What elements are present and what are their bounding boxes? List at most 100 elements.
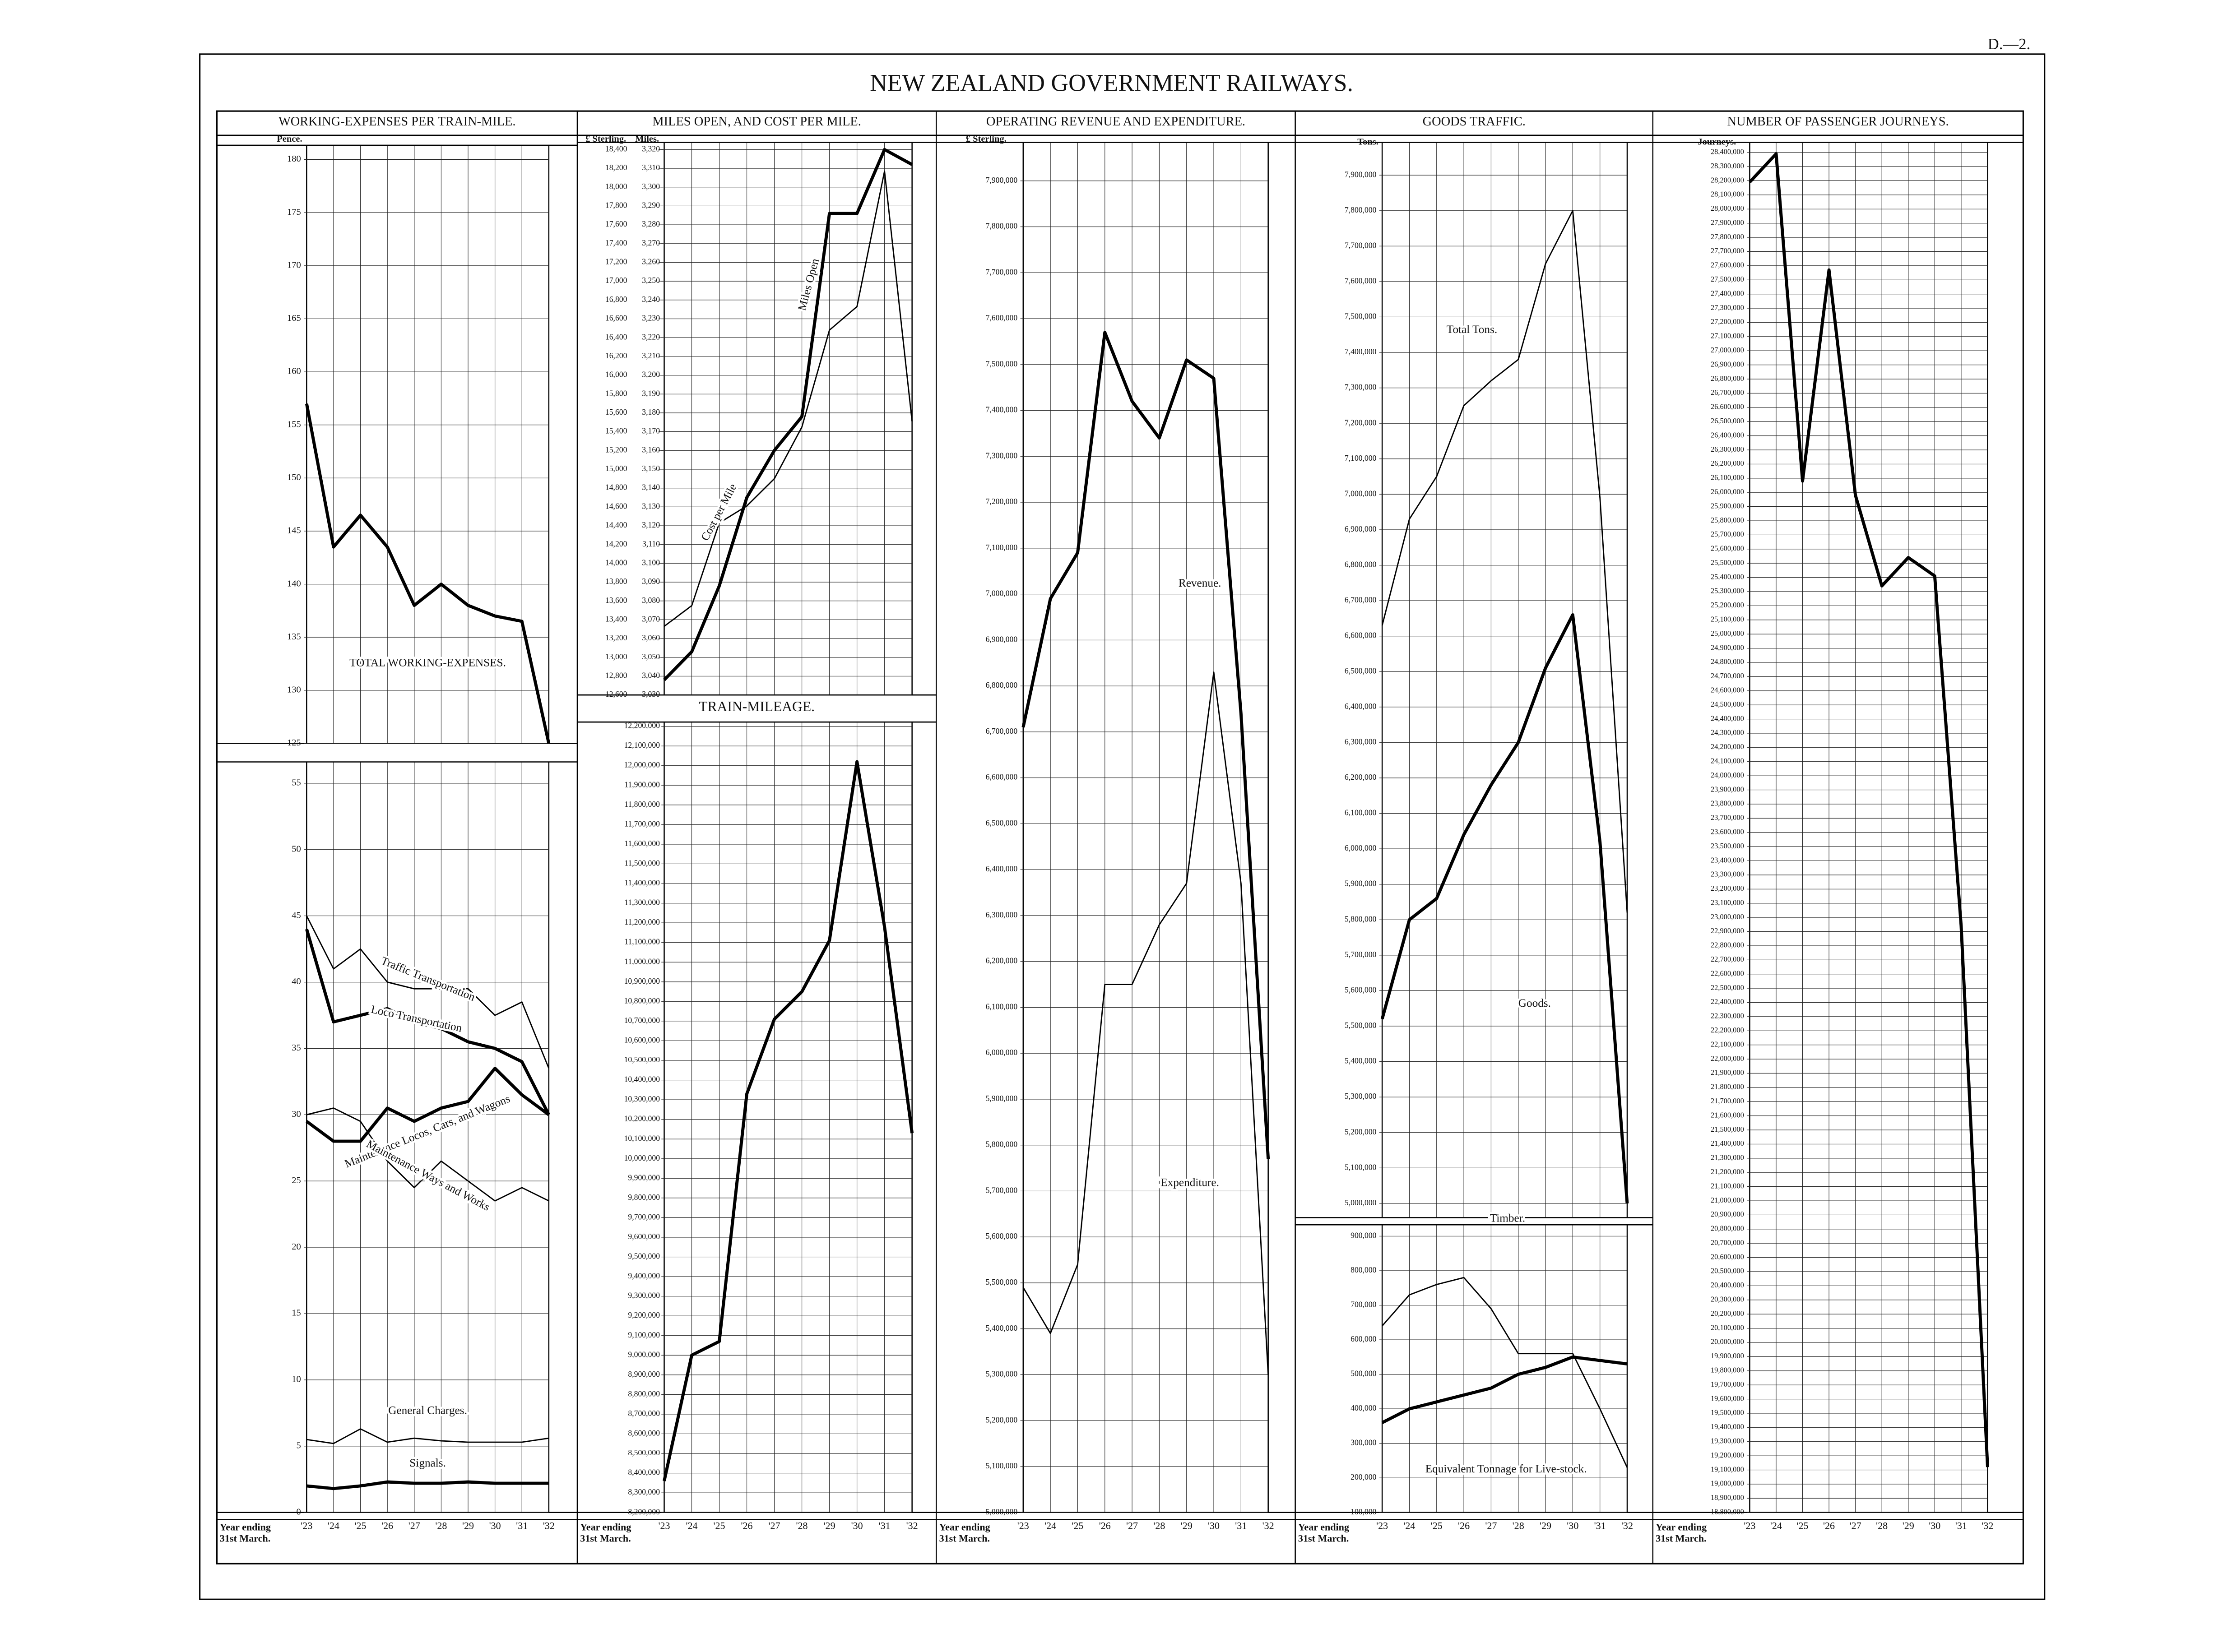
y-tick-label: 26,900,000: [1711, 360, 1744, 368]
y-tick-label: 19,900,000: [1711, 1351, 1744, 1360]
y-tick-label: 7,500,000: [986, 359, 1018, 368]
y-tick-label: 10,400,000: [624, 1075, 660, 1084]
y-tick-label: 7,900,000: [1345, 170, 1377, 179]
y-tick-label: 18,400: [605, 144, 627, 153]
y-tick-label: 55: [292, 778, 301, 788]
x-tick-label: '25: [714, 1520, 725, 1531]
y2-tick-label: 3,280: [642, 219, 660, 228]
y-axis-unit: Tons.: [1357, 137, 1378, 147]
y-tick-label: 17,400: [605, 238, 627, 247]
y-tick-label: 22,500,000: [1711, 983, 1744, 992]
y-tick-label: 6,500,000: [1345, 666, 1377, 675]
y-tick-label: 27,900,000: [1711, 218, 1744, 227]
y-tick-label: 35: [292, 1043, 301, 1053]
y-tick-label: 6,800,000: [1345, 560, 1377, 569]
y-tick-label: 7,100,000: [986, 543, 1018, 552]
x-axis-label: Year ending: [580, 1521, 631, 1532]
series-line: [1022, 671, 1269, 1375]
y-tick-label: 27,400,000: [1711, 289, 1744, 297]
y-tick-label: 7,900,000: [986, 176, 1018, 185]
y-tick-label: 26,600,000: [1711, 403, 1744, 411]
y-tick-label: 5,400,000: [1345, 1056, 1377, 1065]
y-tick-label: 7,000,000: [986, 589, 1018, 598]
y2-tick-label: 3,150: [642, 464, 660, 473]
y-tick-label: 28,100,000: [1711, 190, 1744, 199]
x-tick-label: '28: [1513, 1520, 1524, 1531]
y-tick-label: 11,800,000: [624, 800, 660, 809]
y-tick-label: 7,700,000: [1345, 241, 1377, 250]
panel-title: MILES OPEN, AND COST PER MILE.: [652, 115, 861, 129]
y-tick-label: 10: [292, 1374, 301, 1384]
y-tick-label: 28,200,000: [1711, 176, 1744, 184]
y-tick-label: 23,100,000: [1711, 898, 1744, 907]
x-tick-label: '25: [1072, 1520, 1083, 1531]
y-tick-label: 15,600: [605, 407, 627, 416]
y-tick-label: 11,200,000: [624, 917, 660, 926]
y-tick-label: 9,100,000: [628, 1330, 660, 1339]
series-line: [305, 929, 550, 1115]
y-tick-label: 10,300,000: [624, 1094, 660, 1103]
y-tick-label: 5,000,000: [1345, 1198, 1377, 1207]
x-tick-label: '28: [1876, 1520, 1888, 1531]
y2-tick-label: 3,170: [642, 426, 660, 435]
y-tick-label: 6,400,000: [1345, 702, 1377, 711]
y-tick-label: 19,500,000: [1711, 1408, 1744, 1417]
y-tick-label: 23,700,000: [1711, 813, 1744, 822]
y-tick-label: 25,200,000: [1711, 601, 1744, 609]
y-tick-label: 8,900,000: [628, 1370, 660, 1379]
y-tick-label: 26,300,000: [1711, 445, 1744, 453]
series-line: [305, 403, 551, 744]
y-tick-label: 11,600,000: [624, 839, 660, 848]
y-tick-label: 13,200: [605, 633, 627, 642]
y-axis-unit: Journeys.: [1698, 137, 1736, 147]
x-tick-label: '28: [796, 1520, 808, 1531]
x-tick-label: '31: [879, 1520, 891, 1531]
y-tick-label: 6,300,000: [986, 910, 1018, 919]
y-tick-label: 27,000,000: [1711, 346, 1744, 354]
y2-tick-label: 3,070: [642, 614, 660, 623]
y2-tick-label: 3,060: [642, 633, 660, 642]
y-tick-label: 17,200: [605, 257, 627, 266]
y-tick-label: 24,100,000: [1711, 756, 1744, 765]
y-axis-unit: £ Sterling.: [966, 134, 1007, 144]
x-tick-label: '24: [328, 1520, 339, 1531]
y-tick-label: 16,800: [605, 295, 627, 304]
x-tick-label: '27: [769, 1520, 780, 1531]
y2-tick-label: 3,090: [642, 577, 660, 586]
y-tick-label: 8,400,000: [628, 1468, 660, 1477]
y-tick-label: 7,000,000: [1345, 489, 1377, 498]
y-tick-label: 7,600,000: [1345, 276, 1377, 285]
series-line: [663, 148, 913, 681]
series-line: [306, 915, 550, 1069]
y-tick-label: 20: [292, 1242, 301, 1252]
x-tick-label: '32: [543, 1520, 555, 1531]
y-tick-label: 22,300,000: [1711, 1012, 1744, 1020]
series-label: Expenditure.: [1160, 1176, 1219, 1189]
y-tick-label: 0: [296, 1507, 301, 1517]
y-tick-label: 23,800,000: [1711, 799, 1744, 808]
y-tick-label: 20,300,000: [1711, 1295, 1744, 1304]
y-tick-label: 6,500,000: [986, 818, 1018, 827]
y-tick-label: 6,100,000: [1345, 808, 1377, 817]
y-tick-label: 8,300,000: [628, 1487, 660, 1496]
series-line: [306, 1107, 549, 1202]
series-line: [1381, 210, 1628, 913]
y2-tick-label: 3,100: [642, 558, 660, 567]
x-tick-label: '29: [824, 1520, 835, 1531]
x-tick-label: '27: [408, 1520, 420, 1531]
y-tick-label: 26,500,000: [1711, 416, 1744, 425]
y-tick-label: 10,800,000: [624, 996, 660, 1005]
y-tick-label: 7,200,000: [1345, 418, 1377, 427]
y-tick-label: 21,600,000: [1711, 1111, 1744, 1119]
y2-tick-label: 3,130: [642, 501, 660, 510]
y-tick-label: 6,700,000: [1345, 595, 1377, 604]
y-tick-label: 155: [287, 419, 301, 429]
x-axis-label: 31st March.: [1298, 1533, 1349, 1544]
series-line: [306, 1480, 549, 1490]
y-tick-label: 200,000: [1351, 1472, 1377, 1481]
sheet-title: NEW ZEALAND GOVERNMENT RAILWAYS.: [870, 69, 1353, 97]
y-tick-label: 7,800,000: [1345, 205, 1377, 214]
y-tick-label: 24,200,000: [1711, 742, 1744, 751]
y-tick-label: 19,400,000: [1711, 1422, 1744, 1431]
